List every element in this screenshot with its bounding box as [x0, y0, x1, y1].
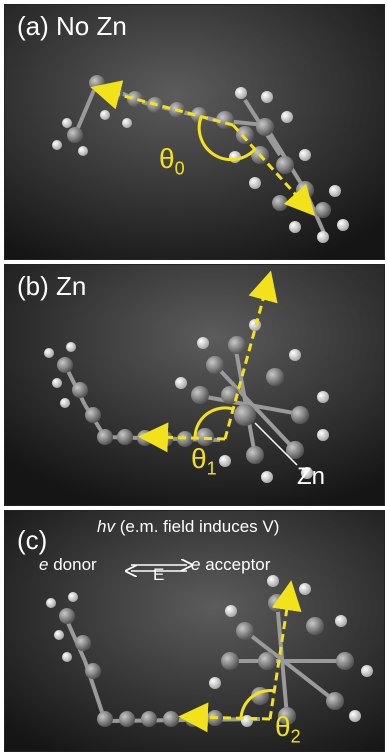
panel-a-label: (a) No Zn	[17, 11, 127, 41]
angle-arrows-a	[90, 80, 316, 217]
acceptor-label: e acceptor	[191, 555, 271, 574]
panel-b-label: (b) Zn	[17, 271, 87, 301]
molecule-b	[5, 265, 384, 505]
molecule-a	[5, 5, 384, 259]
theta-1-label: θ1	[191, 443, 217, 479]
panel-c: (c) hv (e.m. field induces V) e donor E …	[4, 510, 385, 752]
zn-pointer	[254, 422, 298, 466]
zn-atom-label: Zn	[297, 463, 326, 490]
angle-arrows-b	[138, 270, 278, 453]
photon-annotation: hv (e.m. field induces V)	[97, 517, 280, 536]
angle-arrows-c	[178, 580, 302, 733]
theta-2-label: θ2	[275, 711, 301, 747]
donor-label: e donor	[39, 555, 97, 574]
molecule-c	[5, 511, 384, 751]
hydrogen-atoms-b	[44, 319, 329, 483]
hydrogen-atoms-c	[46, 575, 373, 727]
field-arrows	[131, 565, 187, 571]
theta-0-label: θ0	[159, 143, 185, 179]
panel-c-label: (c)	[17, 525, 48, 555]
panel-a: (a) No Zn θ0	[4, 4, 385, 260]
field-label: E	[153, 565, 165, 584]
panel-b: (b) Zn θ1 Zn	[4, 264, 385, 506]
